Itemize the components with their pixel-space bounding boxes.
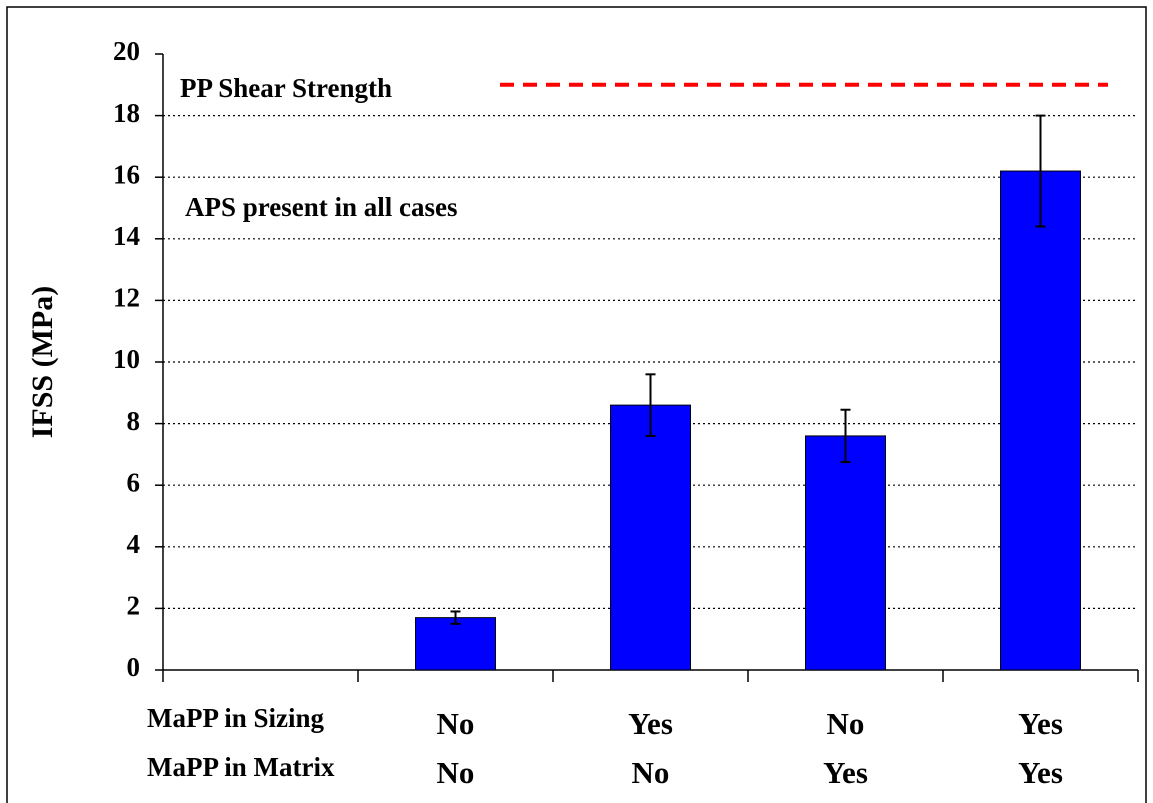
x-tick-label: No bbox=[827, 706, 865, 741]
y-tick-label: 8 bbox=[127, 406, 141, 436]
y-tick-label: 10 bbox=[113, 344, 140, 374]
x-tick-label: No bbox=[437, 755, 475, 790]
bar bbox=[610, 404, 691, 671]
x-tick-label: Yes bbox=[1018, 706, 1063, 741]
x-tick-label: Yes bbox=[823, 755, 868, 790]
frame bbox=[6, 6, 1147, 803]
y-tick-label: 12 bbox=[113, 283, 140, 313]
annotation: APS present in all cases bbox=[185, 192, 458, 222]
y-tick-label: 2 bbox=[127, 591, 141, 621]
x-tick-label: No bbox=[437, 706, 475, 741]
bar bbox=[415, 617, 496, 671]
y-axis-label: IFSS (MPa) bbox=[26, 286, 59, 439]
row-header: MaPP in Sizing bbox=[147, 703, 325, 733]
x-tick-label: Yes bbox=[628, 706, 673, 741]
x-tick-label: Yes bbox=[1018, 755, 1063, 790]
y-tick-label: 4 bbox=[127, 529, 141, 559]
y-tick-label: 16 bbox=[113, 159, 140, 189]
y-tick-label: 6 bbox=[127, 467, 141, 497]
y-tick-label: 18 bbox=[113, 98, 140, 128]
row-header: MaPP in Matrix bbox=[147, 752, 335, 782]
y-tick-label: 20 bbox=[113, 36, 140, 66]
x-tick-label: No bbox=[632, 755, 670, 790]
bar bbox=[805, 435, 886, 671]
reference-label: PP Shear Strength bbox=[180, 73, 392, 103]
bar bbox=[1000, 170, 1081, 671]
y-tick-label: 0 bbox=[127, 652, 141, 682]
y-tick-label: 14 bbox=[113, 221, 140, 251]
